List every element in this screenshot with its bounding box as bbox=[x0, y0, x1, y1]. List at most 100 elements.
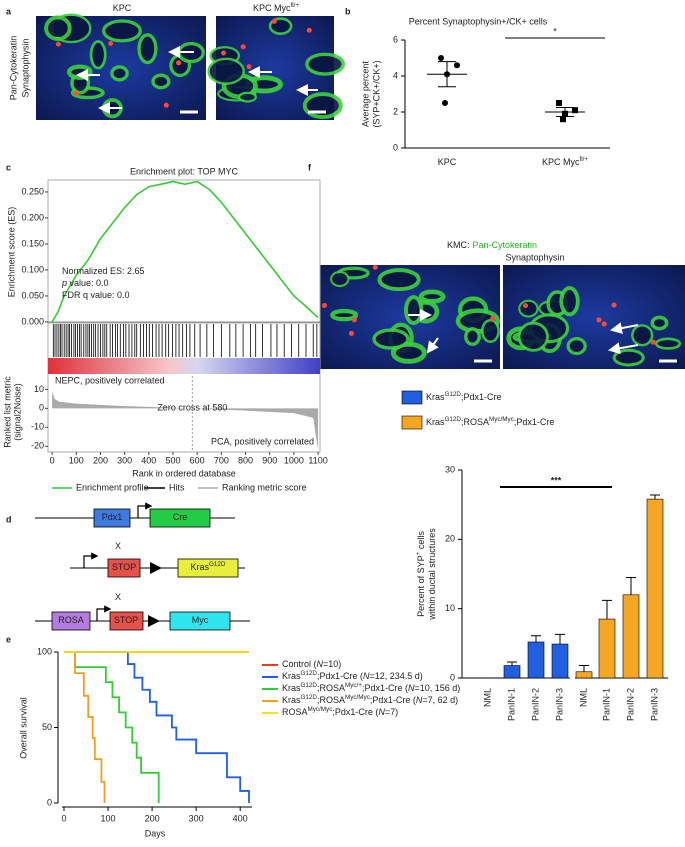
gene-label: Pdx1 bbox=[102, 512, 123, 522]
legend-label-part: G12D bbox=[301, 670, 318, 677]
x-tick-label-part: KPC bbox=[438, 157, 457, 167]
gene-label-part: STOP bbox=[114, 615, 138, 625]
y-axis-label: within ductal structures bbox=[427, 528, 437, 621]
es-curve bbox=[51, 180, 319, 323]
stain-legend: KMC: Pan-Cytokeratin bbox=[447, 240, 537, 250]
syp-cell bbox=[55, 41, 61, 47]
syp-cell bbox=[163, 102, 169, 108]
gene-label-part: Myc bbox=[192, 615, 209, 625]
y-tick-label: 100 bbox=[37, 646, 52, 656]
legend-label: Enrichment profile bbox=[76, 482, 149, 492]
syp-cell bbox=[306, 27, 312, 33]
legend-label: Ranking metric score bbox=[222, 482, 307, 492]
y-axis-label: Overall survival bbox=[18, 697, 28, 759]
significance: *** bbox=[551, 475, 562, 485]
x-tick-label: 200 bbox=[145, 813, 160, 823]
loxp bbox=[150, 562, 162, 574]
gland bbox=[137, 33, 158, 65]
gene-box bbox=[109, 611, 144, 631]
gene-label: STOP bbox=[114, 615, 138, 625]
x-tick-label: KPC Mycfl/+ bbox=[542, 156, 588, 167]
legend-label-part: G12D bbox=[301, 682, 318, 689]
gland bbox=[464, 327, 481, 346]
promoter bbox=[96, 605, 112, 621]
legend-label-part: =10, 156 d) bbox=[414, 683, 460, 693]
gland bbox=[518, 299, 539, 318]
bar bbox=[551, 643, 569, 679]
x-tick-label: 0 bbox=[50, 455, 55, 465]
panel-letter: b bbox=[345, 6, 351, 16]
gland bbox=[517, 321, 549, 352]
loxp bbox=[148, 615, 160, 627]
stain-legend: Synaptophysin bbox=[505, 252, 564, 262]
x-tick-label: 100 bbox=[69, 455, 84, 465]
stain-label: Pan-Cytokeratin bbox=[8, 36, 18, 101]
gene-box bbox=[107, 558, 141, 578]
x-tick-label: 900 bbox=[262, 455, 277, 465]
legend-label-part: ;Pdx1-Cre ( bbox=[362, 683, 408, 693]
y-tick-label: 0 bbox=[450, 672, 455, 682]
y-axis-label-part: Percent of SYP bbox=[416, 555, 426, 617]
point bbox=[442, 100, 448, 106]
y-tick-label: 6 bbox=[393, 34, 398, 44]
rank-gradient bbox=[48, 358, 320, 374]
legend-label: KrasG12D;ROSAMyc/Myc;Pdx1-Cre bbox=[426, 416, 554, 427]
legend-label-part: G12D bbox=[445, 391, 462, 398]
point bbox=[438, 55, 444, 61]
syp-cell bbox=[348, 330, 354, 336]
gene-label-part: X bbox=[115, 541, 121, 551]
neg-label: PCA, positively correlated bbox=[211, 436, 314, 446]
legend-label-part: G12D bbox=[301, 694, 318, 701]
point bbox=[560, 116, 566, 123]
x-tick-label: 100 bbox=[101, 813, 116, 823]
zero-cross-label: Zero cross at 580 bbox=[157, 402, 227, 412]
error-bar bbox=[626, 576, 636, 595]
point bbox=[572, 107, 578, 114]
gene-label-part: Kras bbox=[191, 562, 210, 572]
legend-label-part: N bbox=[408, 683, 415, 693]
error-bar bbox=[602, 599, 612, 620]
syp-cell bbox=[271, 18, 277, 24]
legend-label-part: ROSA bbox=[282, 707, 308, 717]
legend-label-part: ;Pdx1-Cre bbox=[461, 392, 502, 402]
error-bar bbox=[555, 633, 565, 645]
y-tick-label: 50 bbox=[42, 722, 52, 732]
gene-box bbox=[169, 611, 231, 631]
stat-text: p value: 0.0 bbox=[61, 278, 109, 288]
legend-label-part: Myc/Myc bbox=[345, 694, 370, 701]
gland bbox=[372, 328, 410, 350]
legend-label-part: N bbox=[378, 707, 385, 717]
x-tick-label: NML bbox=[578, 688, 588, 707]
gland bbox=[654, 337, 682, 350]
gland bbox=[89, 40, 107, 70]
gland bbox=[44, 15, 72, 41]
pos-label: NEPC, positively correlated bbox=[55, 375, 165, 385]
y-tick-label: 10 bbox=[445, 603, 455, 613]
error-bar bbox=[556, 107, 574, 117]
bar bbox=[503, 665, 521, 679]
x-tick-label: PanIN-3 bbox=[649, 688, 659, 721]
bar bbox=[598, 618, 616, 679]
x-tick-label: 300 bbox=[189, 813, 204, 823]
error-bar bbox=[531, 635, 541, 642]
y-tick-label: 0 bbox=[393, 142, 398, 152]
gland bbox=[650, 315, 669, 331]
syp-cell bbox=[221, 50, 227, 56]
legend-label-part: Myc/+ bbox=[345, 682, 362, 689]
legend-label-part: N bbox=[317, 659, 324, 669]
gland bbox=[481, 318, 500, 344]
gene-box bbox=[51, 611, 91, 631]
gland bbox=[110, 65, 129, 82]
legend-label-part: Kras bbox=[282, 695, 301, 705]
legend-label-part: N bbox=[416, 695, 423, 705]
stat-text: Normalized ES: 2.65 bbox=[62, 266, 145, 276]
x-tick-label: 700 bbox=[214, 455, 229, 465]
y-axis-label: Percent of SYP+ cells bbox=[415, 531, 426, 617]
gene-label-part: STOP bbox=[112, 562, 136, 572]
gene-box bbox=[177, 558, 239, 578]
arrow bbox=[610, 322, 639, 335]
y-tick-label: 0.250 bbox=[21, 186, 44, 196]
x-axis-label: Days bbox=[145, 828, 166, 838]
legend-label: Hits bbox=[169, 482, 185, 492]
